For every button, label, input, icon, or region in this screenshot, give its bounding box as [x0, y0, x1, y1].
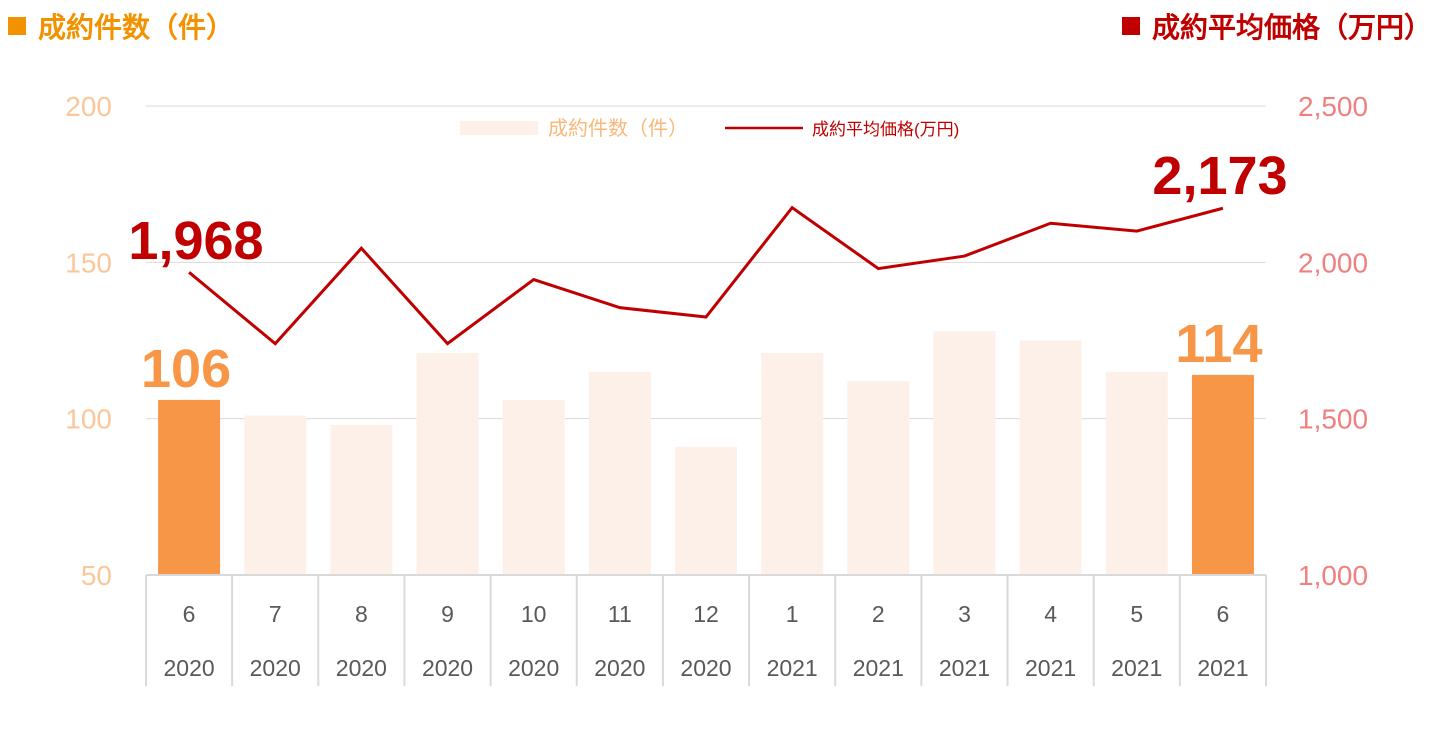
right-header-square-icon: [1121, 17, 1140, 35]
x-tick-year-1: 2020: [250, 655, 301, 681]
left-tick-200: 200: [65, 91, 112, 122]
x-tick-month-6: 12: [693, 601, 719, 627]
bar-9: [933, 331, 996, 575]
right-tick-2,000: 2,000: [1298, 247, 1368, 278]
x-tick-year-9: 2021: [939, 655, 990, 681]
x-tick-year-2: 2020: [336, 655, 387, 681]
x-tick-year-11: 2021: [1111, 655, 1162, 681]
bar-8: [847, 381, 910, 575]
bar-4: [502, 399, 565, 575]
left-tick-50: 50: [81, 560, 112, 591]
left-header-square-icon: [8, 17, 26, 35]
data-label-line-first: 1,968: [128, 211, 263, 271]
right-tick-1,000: 1,000: [1298, 560, 1368, 591]
bar-series: [158, 331, 1254, 575]
right-tick-2,500: 2,500: [1298, 91, 1368, 122]
right-header-label: 成約平均価格（万円）: [1151, 12, 1432, 43]
x-tick-month-5: 11: [608, 601, 632, 627]
left-header-label: 成約件数（件）: [38, 12, 235, 43]
bar-7: [761, 353, 824, 575]
line-series: [188, 205, 1224, 346]
x-tick-year-6: 2020: [680, 655, 731, 681]
legend: 成約件数（件） 成約平均価格(万円): [460, 117, 959, 140]
x-tick-year-7: 2021: [767, 655, 818, 681]
left-axis: 50 100 150 200: [65, 91, 112, 591]
x-tick-month-1: 7: [269, 601, 282, 627]
legend-bar-label: 成約件数（件）: [548, 117, 688, 140]
x-axis: 6202072020820209202010202011202012202012…: [145, 574, 1267, 686]
x-tick-year-10: 2021: [1025, 655, 1076, 681]
right-axis: 1,000 1,500 2,000 2,500: [1298, 91, 1368, 591]
x-tick-year-12: 2021: [1197, 655, 1248, 681]
bar-0: [158, 399, 221, 575]
x-tick-month-3: 9: [441, 601, 454, 627]
x-tick-month-4: 10: [521, 601, 547, 627]
gridlines: [146, 105, 1266, 420]
data-labels: 106 114 1,968 2,173: [128, 146, 1287, 399]
bar-6: [675, 446, 737, 575]
data-label-line-last: 2,173: [1152, 146, 1287, 206]
bar-2: [330, 424, 393, 575]
x-tick-month-7: 1: [786, 601, 799, 627]
data-label-bar-last: 114: [1175, 314, 1262, 374]
left-tick-100: 100: [65, 404, 112, 435]
right-axis-header: 成約平均価格（万円）: [1121, 6, 1432, 46]
x-tick-month-10: 4: [1044, 601, 1057, 627]
left-tick-150: 150: [65, 247, 112, 278]
bar-10: [1019, 340, 1082, 575]
x-tick-year-4: 2020: [508, 655, 559, 681]
bar-5: [588, 371, 651, 575]
price-line: [188, 205, 1224, 346]
left-axis-header: 成約件数（件）: [8, 6, 234, 46]
bar-12: [1191, 374, 1254, 575]
x-tick-year-0: 2020: [163, 655, 214, 681]
x-tick-year-5: 2020: [594, 655, 645, 681]
x-tick-month-8: 2: [872, 601, 885, 627]
legend-line-label: 成約平均価格(万円): [812, 120, 959, 139]
bar-3: [416, 353, 479, 575]
x-tick-year-8: 2021: [853, 655, 904, 681]
x-tick-month-11: 5: [1130, 601, 1143, 627]
legend-bar-swatch: [460, 121, 538, 135]
right-tick-1,500: 1,500: [1298, 404, 1368, 435]
data-label-bar-first: 106: [141, 339, 231, 399]
bar-11: [1105, 371, 1168, 575]
x-tick-month-2: 8: [355, 601, 368, 627]
bar-1: [244, 415, 307, 575]
x-tick-month-12: 6: [1217, 601, 1230, 627]
x-tick-month-0: 6: [183, 601, 196, 627]
x-tick-month-9: 3: [958, 601, 971, 627]
x-tick-year-3: 2020: [422, 655, 473, 681]
